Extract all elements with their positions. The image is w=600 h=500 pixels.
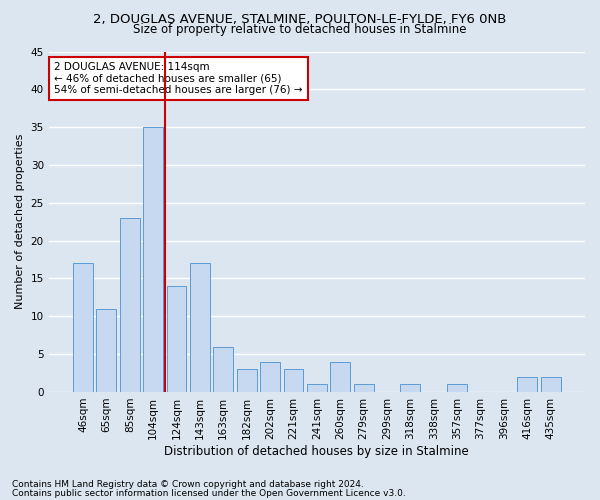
Bar — [307, 384, 327, 392]
Bar — [353, 384, 374, 392]
Bar — [330, 362, 350, 392]
Bar — [541, 377, 560, 392]
Bar — [447, 384, 467, 392]
Text: Contains HM Land Registry data © Crown copyright and database right 2024.: Contains HM Land Registry data © Crown c… — [12, 480, 364, 489]
Y-axis label: Number of detached properties: Number of detached properties — [15, 134, 25, 310]
Bar — [284, 370, 304, 392]
Bar — [73, 264, 93, 392]
Bar — [120, 218, 140, 392]
Bar — [214, 346, 233, 392]
Bar — [190, 264, 210, 392]
Bar — [97, 308, 116, 392]
Text: 2, DOUGLAS AVENUE, STALMINE, POULTON-LE-FYLDE, FY6 0NB: 2, DOUGLAS AVENUE, STALMINE, POULTON-LE-… — [94, 12, 506, 26]
Bar — [143, 127, 163, 392]
Text: Contains public sector information licensed under the Open Government Licence v3: Contains public sector information licen… — [12, 489, 406, 498]
Bar — [400, 384, 421, 392]
Bar — [237, 370, 257, 392]
X-axis label: Distribution of detached houses by size in Stalmine: Distribution of detached houses by size … — [164, 444, 469, 458]
Bar — [260, 362, 280, 392]
Bar — [167, 286, 187, 392]
Bar — [517, 377, 537, 392]
Text: Size of property relative to detached houses in Stalmine: Size of property relative to detached ho… — [133, 24, 467, 36]
Text: 2 DOUGLAS AVENUE: 114sqm
← 46% of detached houses are smaller (65)
54% of semi-d: 2 DOUGLAS AVENUE: 114sqm ← 46% of detach… — [54, 62, 302, 95]
